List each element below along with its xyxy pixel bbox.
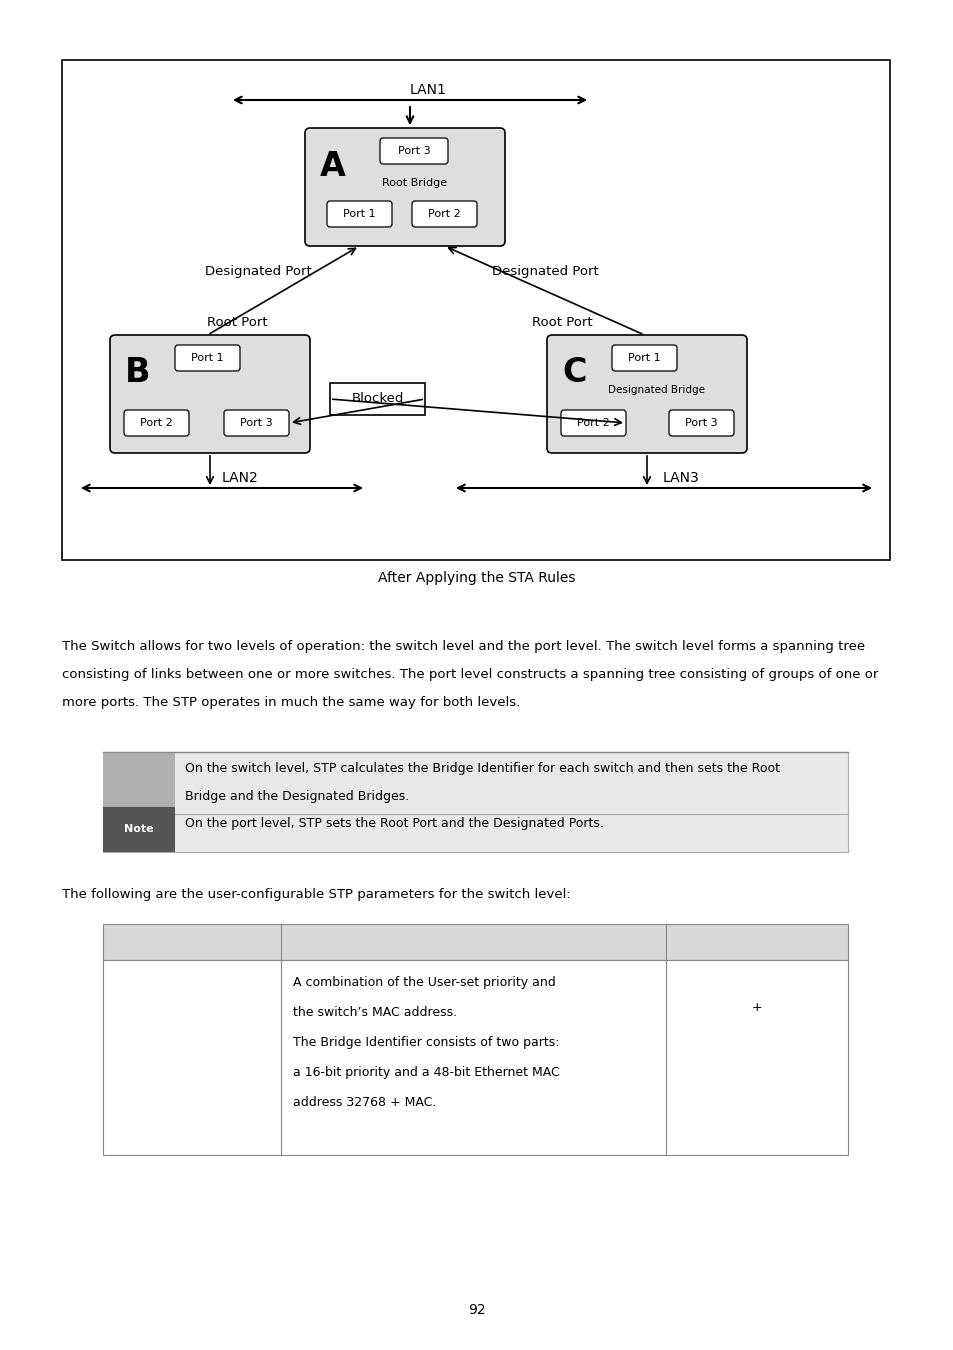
Text: Port 3: Port 3 xyxy=(397,146,430,157)
Text: more ports. The STP operates in much the same way for both levels.: more ports. The STP operates in much the… xyxy=(62,697,519,709)
FancyBboxPatch shape xyxy=(546,335,746,454)
Text: On the port level, STP sets the Root Port and the Designated Ports.: On the port level, STP sets the Root Por… xyxy=(185,817,603,830)
Text: Note: Note xyxy=(124,825,153,834)
Text: Bridge and the Designated Bridges.: Bridge and the Designated Bridges. xyxy=(185,790,409,803)
Text: A combination of the User-set priority and: A combination of the User-set priority a… xyxy=(293,976,556,990)
Text: Designated Port: Designated Port xyxy=(204,266,311,278)
Bar xyxy=(62,59,889,560)
Text: Port 2: Port 2 xyxy=(140,418,172,428)
Text: C: C xyxy=(562,356,587,390)
Text: Port 1: Port 1 xyxy=(343,209,375,219)
Bar xyxy=(330,383,424,414)
Text: Port 2: Port 2 xyxy=(428,209,460,219)
Text: Port 3: Port 3 xyxy=(240,418,273,428)
Text: Root Port: Root Port xyxy=(207,316,267,328)
Text: Root Bridge: Root Bridge xyxy=(382,178,447,188)
Text: Port 1: Port 1 xyxy=(627,352,660,363)
FancyBboxPatch shape xyxy=(224,410,289,436)
FancyBboxPatch shape xyxy=(379,138,448,163)
Text: 92: 92 xyxy=(468,1303,485,1318)
Bar xyxy=(103,752,847,852)
Bar xyxy=(103,807,174,852)
FancyBboxPatch shape xyxy=(412,201,476,227)
Text: address 32768 + MAC.: address 32768 + MAC. xyxy=(293,1096,436,1108)
Text: Port 2: Port 2 xyxy=(577,418,609,428)
FancyBboxPatch shape xyxy=(668,410,733,436)
FancyBboxPatch shape xyxy=(612,346,677,371)
Text: Designated Port: Designated Port xyxy=(491,266,598,278)
Text: LAN3: LAN3 xyxy=(662,471,699,485)
Text: Designated Bridge: Designated Bridge xyxy=(608,385,705,396)
Text: The following are the user-configurable STP parameters for the switch level:: The following are the user-configurable … xyxy=(62,888,570,900)
Text: Port 3: Port 3 xyxy=(684,418,717,428)
Text: A: A xyxy=(319,150,346,182)
Bar xyxy=(103,960,847,1156)
Text: Blocked: Blocked xyxy=(351,393,403,405)
Text: B: B xyxy=(125,356,151,390)
FancyBboxPatch shape xyxy=(124,410,189,436)
Text: The Bridge Identifier consists of two parts:: The Bridge Identifier consists of two pa… xyxy=(293,1035,558,1049)
Text: The Switch allows for two levels of operation: the switch level and the port lev: The Switch allows for two levels of oper… xyxy=(62,640,864,653)
Text: Port 1: Port 1 xyxy=(191,352,224,363)
FancyBboxPatch shape xyxy=(560,410,625,436)
Text: LAN2: LAN2 xyxy=(222,471,258,485)
FancyBboxPatch shape xyxy=(327,201,392,227)
FancyBboxPatch shape xyxy=(305,128,504,246)
Text: the switch’s MAC address.: the switch’s MAC address. xyxy=(293,1006,456,1019)
Text: consisting of links between one or more switches. The port level constructs a sp: consisting of links between one or more … xyxy=(62,668,878,680)
Text: +: + xyxy=(751,1000,761,1014)
Text: Root Port: Root Port xyxy=(531,316,592,328)
Text: After Applying the STA Rules: After Applying the STA Rules xyxy=(377,571,576,585)
FancyBboxPatch shape xyxy=(110,335,310,454)
Bar xyxy=(103,923,847,960)
Bar xyxy=(103,752,174,807)
FancyBboxPatch shape xyxy=(174,346,240,371)
Text: On the switch level, STP calculates the Bridge Identifier for each switch and th: On the switch level, STP calculates the … xyxy=(185,761,780,775)
Text: a 16-bit priority and a 48-bit Ethernet MAC: a 16-bit priority and a 48-bit Ethernet … xyxy=(293,1066,559,1079)
Text: LAN1: LAN1 xyxy=(410,82,446,97)
